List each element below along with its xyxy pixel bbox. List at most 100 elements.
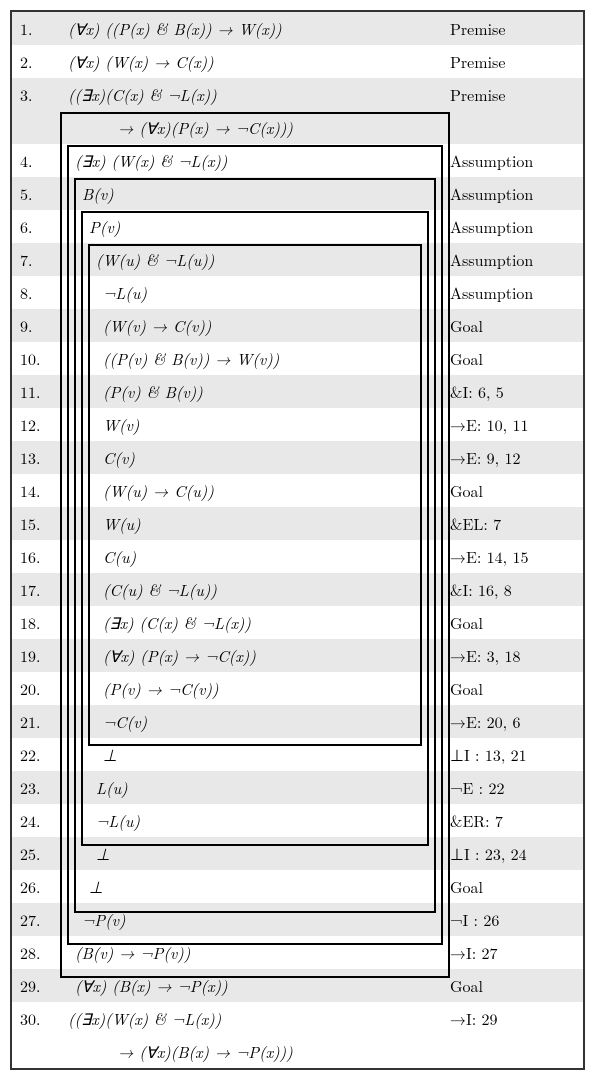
formula: P(v) <box>85 210 446 243</box>
proof-row: 14.(W(u) → C(u))Goal <box>12 474 583 507</box>
formula-area: ¬L(u) <box>64 804 446 837</box>
proof-row-continuation: → (∀x)(B(x) → ¬P(x))) <box>12 1035 583 1068</box>
formula-area: ⊥ <box>64 837 446 870</box>
proof-row: 22.⊥⊥I : 13, 21 <box>12 738 583 771</box>
line-number: 28. <box>12 936 64 969</box>
line-number: 15. <box>12 507 64 540</box>
justification: ¬I : 26 <box>446 903 583 936</box>
proof-box: 1.(∀x) ((P(x) & B(x)) → W(x))Premise2.(∀… <box>10 10 585 1070</box>
line-number: 30. <box>12 1002 64 1035</box>
proof-row: 16.C(u)→E: 14, 15 <box>12 540 583 573</box>
formula: (P(v) & B(v)) <box>99 375 446 408</box>
formula-area: (∀x) (B(x) → ¬P(x)) <box>64 969 446 1002</box>
formula-area: W(v) <box>64 408 446 441</box>
proof-row: 8.¬L(u)Assumption <box>12 276 583 309</box>
justification: Goal <box>446 969 583 1002</box>
formula-area: C(v) <box>64 441 446 474</box>
formula-area: B(v) <box>64 177 446 210</box>
line-number: 12. <box>12 408 64 441</box>
line-number: 9. <box>12 309 64 342</box>
formula: ((P(v) & B(v)) → W(v)) <box>99 342 446 375</box>
proof-row: 17.(C(u) & ¬L(u))&I: 16, 8 <box>12 573 583 606</box>
formula-area: ¬L(u) <box>64 276 446 309</box>
formula-area: → (∀x)(B(x) → ¬P(x))) <box>64 1035 446 1068</box>
line-number: 14. <box>12 474 64 507</box>
formula: W(u) <box>99 507 446 540</box>
formula-area: ¬C(v) <box>64 705 446 738</box>
formula-area: ((∃x)(W(x) & ¬L(x)) <box>64 1002 446 1035</box>
justification: Assumption <box>446 177 583 210</box>
formula-area: (∀x) (W(x) → C(x)) <box>64 45 446 78</box>
formula: L(u) <box>92 771 446 804</box>
line-number: 21. <box>12 705 64 738</box>
justification: ⊥I : 13, 21 <box>446 738 583 771</box>
formula: → (∀x)(P(x) → ¬C(x))) <box>114 111 446 144</box>
line-number: 1. <box>12 12 64 45</box>
justification: &ER: 7 <box>446 804 583 837</box>
justification: Assumption <box>446 144 583 177</box>
line-number: 27. <box>12 903 64 936</box>
line-number: 8. <box>12 276 64 309</box>
formula: (∀x) (W(x) → C(x)) <box>64 45 446 78</box>
formula-area: → (∀x)(P(x) → ¬C(x))) <box>64 111 446 144</box>
justification: Goal <box>446 342 583 375</box>
line-number: 3. <box>12 78 64 111</box>
formula: (B(v) → ¬P(v)) <box>71 936 446 969</box>
formula-area: ⊥ <box>64 738 446 771</box>
formula: ((∃x)(W(x) & ¬L(x)) <box>64 1002 446 1035</box>
proof-row-continuation: → (∀x)(P(x) → ¬C(x))) <box>12 111 583 144</box>
line-number: 5. <box>12 177 64 210</box>
proof-row: 26.⊥Goal <box>12 870 583 903</box>
proof-row: 25.⊥⊥I : 23, 24 <box>12 837 583 870</box>
formula-area: (B(v) → ¬P(v)) <box>64 936 446 969</box>
line-number: 18. <box>12 606 64 639</box>
justification: →E: 14, 15 <box>446 540 583 573</box>
justification: Premise <box>446 78 583 111</box>
justification: &EL: 7 <box>446 507 583 540</box>
line-number: 26. <box>12 870 64 903</box>
justification: Assumption <box>446 276 583 309</box>
formula: ((∃x)(C(x) & ¬L(x)) <box>64 78 446 111</box>
formula: ¬C(v) <box>99 705 446 738</box>
line-number: 19. <box>12 639 64 672</box>
justification: Assumption <box>446 210 583 243</box>
formula-area: ⊥ <box>64 870 446 903</box>
justification: →I: 29 <box>446 1002 583 1035</box>
formula: (∃x) (C(x) & ¬L(x)) <box>99 606 446 639</box>
formula-area: C(u) <box>64 540 446 573</box>
proof-row: 15. W(u)&EL: 7 <box>12 507 583 540</box>
formula: (P(v) → ¬C(v)) <box>99 672 446 705</box>
line-number: 24. <box>12 804 64 837</box>
justification: Goal <box>446 672 583 705</box>
proof-row: 30.((∃x)(W(x) & ¬L(x))→I: 29 <box>12 1002 583 1035</box>
proof-row: 7.(W(u) & ¬L(u))Assumption <box>12 243 583 276</box>
proof-row: 19.(∀x) (P(x) → ¬C(x))→E: 3, 18 <box>12 639 583 672</box>
formula-area: ((P(v) & B(v)) → W(v)) <box>64 342 446 375</box>
line-number: 4. <box>12 144 64 177</box>
proof-row: 6.P(v)Assumption <box>12 210 583 243</box>
justification: Premise <box>446 45 583 78</box>
formula: ⊥ <box>85 870 446 903</box>
justification <box>446 111 583 144</box>
proof-row: 2.(∀x) (W(x) → C(x))Premise <box>12 45 583 78</box>
formula: ¬L(u) <box>92 804 446 837</box>
justification: &I: 16, 8 <box>446 573 583 606</box>
proof-row: 3.((∃x)(C(x) & ¬L(x))Premise <box>12 78 583 111</box>
line-number: 11. <box>12 375 64 408</box>
line-number: 10. <box>12 342 64 375</box>
line-number: 7. <box>12 243 64 276</box>
formula: (C(u) & ¬L(u)) <box>99 573 446 606</box>
justification <box>446 1035 583 1068</box>
proof-row: 20.(P(v) → ¬C(v))Goal <box>12 672 583 705</box>
line-number: 29. <box>12 969 64 1002</box>
formula: (∃x) (W(x) & ¬L(x)) <box>71 144 446 177</box>
formula-area: ((∃x)(C(x) & ¬L(x)) <box>64 78 446 111</box>
formula: → (∀x)(B(x) → ¬P(x))) <box>114 1035 446 1068</box>
justification: →E: 9, 12 <box>446 441 583 474</box>
proof-row: 28.(B(v) → ¬P(v))→I: 27 <box>12 936 583 969</box>
justification: Goal <box>446 309 583 342</box>
proof-row: 12.W(v)→E: 10, 11 <box>12 408 583 441</box>
formula: ⊥ <box>92 837 446 870</box>
justification: Goal <box>446 606 583 639</box>
line-number <box>12 1035 64 1068</box>
